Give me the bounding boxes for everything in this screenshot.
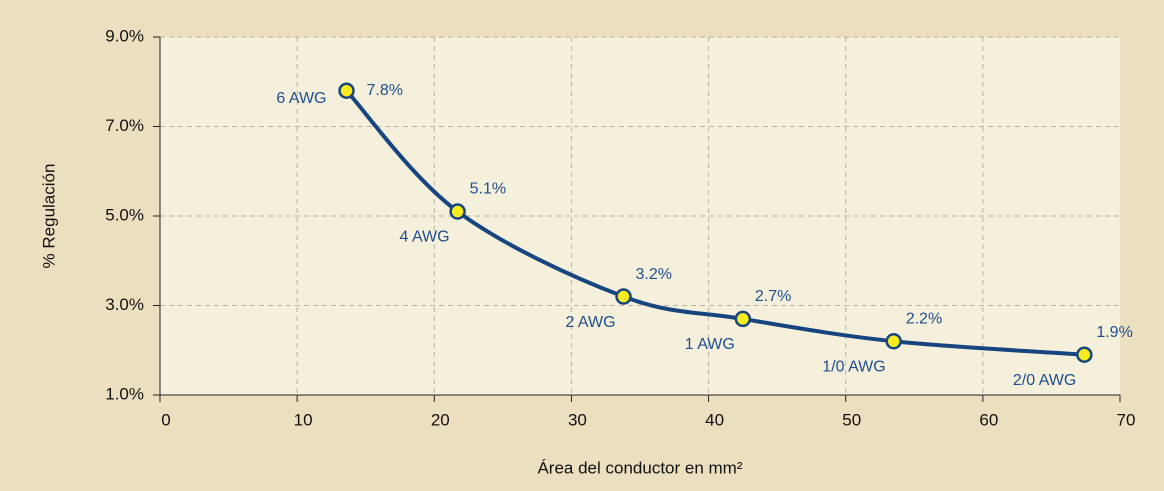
point-label: 6 AWG <box>276 90 326 107</box>
point-label: 1 AWG <box>685 336 735 353</box>
y-tick-label: 7.0% <box>105 116 144 135</box>
x-tick-label: 0 <box>161 410 170 429</box>
value-label: 1.9% <box>1096 324 1132 341</box>
x-tick-label: 30 <box>568 410 587 429</box>
value-label: 7.8% <box>367 82 403 99</box>
point <box>1076 346 1093 363</box>
value-label: 3.2% <box>636 266 672 283</box>
x-axis-label: Área del conductor en mm² <box>537 458 742 477</box>
line <box>345 89 1085 357</box>
y-tick-label: 1.0% <box>105 384 144 403</box>
point <box>615 288 632 305</box>
x-tick-label: 20 <box>431 410 450 429</box>
point-label: 4 AWG <box>400 229 450 246</box>
point <box>338 82 355 99</box>
point-label: 1/0 AWG <box>822 359 885 376</box>
point <box>885 333 902 350</box>
y-tick-label: 3.0% <box>105 295 144 314</box>
y-tick-label: 5.0% <box>105 205 144 224</box>
point <box>734 310 752 328</box>
x-tick-label: 10 <box>294 410 313 429</box>
point-label: 2 AWG <box>565 314 615 331</box>
y-axis-label: % Regulación <box>39 164 58 269</box>
value-label: 2.2% <box>906 311 942 328</box>
point-label: 2/0 AWG <box>1013 372 1076 389</box>
x-tick-label: 40 <box>705 410 724 429</box>
value-label: 5.1% <box>470 181 506 198</box>
x-tick-label: 70 <box>1117 410 1136 429</box>
point <box>449 203 466 220</box>
y-tick-label: 9.0% <box>105 26 144 45</box>
value-label: 2.7% <box>755 288 791 305</box>
x-tick-label: 60 <box>979 410 998 429</box>
x-tick-label: 50 <box>842 410 861 429</box>
